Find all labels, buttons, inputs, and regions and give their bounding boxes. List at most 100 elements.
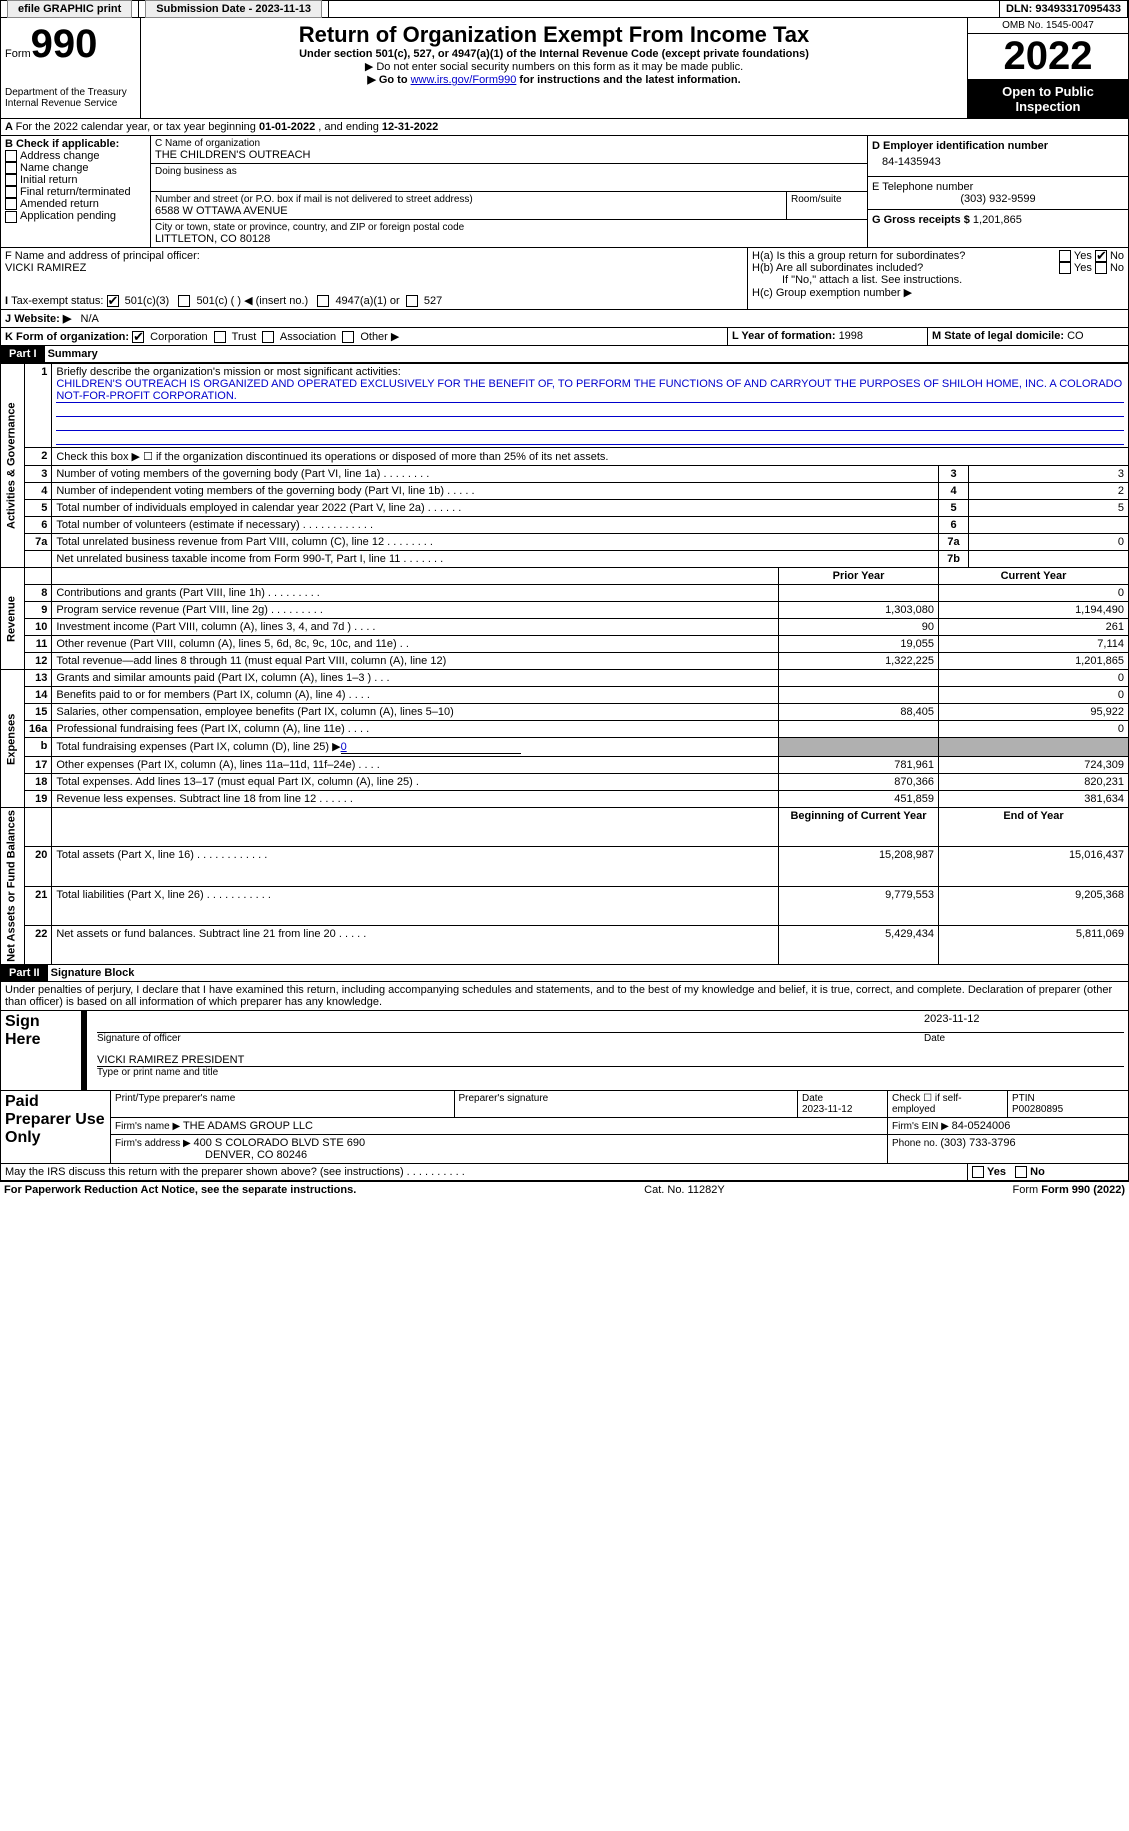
cb-4947[interactable]	[317, 295, 329, 307]
cb-ha-no[interactable]	[1095, 250, 1107, 262]
header-left: Form990 Department of the Treasury Inter…	[1, 18, 141, 118]
cb-501c3[interactable]	[107, 295, 119, 307]
form-title: Return of Organization Exempt From Incom…	[145, 22, 963, 48]
hb-note: If "No," attach a list. See instructions…	[752, 274, 1124, 286]
sig-date: 2023-11-12	[924, 1013, 1124, 1033]
mission-blank2	[56, 417, 1124, 431]
penalty-text: Under penalties of perjury, I declare th…	[0, 982, 1129, 1011]
top-bar: efile GRAPHIC print Submission Date - 20…	[0, 0, 1129, 18]
ssn-warning: ▶ Do not enter social security numbers o…	[145, 60, 963, 73]
firm-addr1: 400 S COLORADO BLVD STE 690	[194, 1137, 366, 1149]
val5: 5	[969, 500, 1129, 517]
cb-address-change[interactable]	[5, 150, 17, 162]
pname-label: Print/Type preparer's name	[111, 1091, 455, 1117]
cb-discuss-yes[interactable]	[972, 1166, 984, 1178]
street-value: 6588 W OTTAWA AVENUE	[155, 205, 782, 217]
cb-name-change[interactable]	[5, 162, 17, 174]
line22: Net assets or fund balances. Subtract li…	[52, 925, 779, 964]
paid-label: Paid Preparer Use Only	[1, 1091, 111, 1163]
opt-assoc: Association	[280, 331, 336, 343]
rowA-end: 12-31-2022	[382, 121, 438, 133]
vert-rev: Revenue	[1, 568, 25, 670]
val20c: 15,016,437	[939, 847, 1129, 886]
ein-value: 84-1435943	[872, 152, 1124, 172]
summary-table: Activities & Governance 1 Briefly descri…	[0, 363, 1129, 965]
officer-label: F Name and address of principal officer:	[5, 250, 743, 262]
line6: Total number of volunteers (estimate if …	[52, 517, 939, 534]
efile-btn[interactable]: efile GRAPHIC print	[7, 0, 132, 18]
form-ref: Form 990 (2022)	[1041, 1184, 1125, 1196]
sig-label: Signature of officer	[97, 1033, 924, 1044]
val22c: 5,811,069	[939, 925, 1129, 964]
cb-527[interactable]	[406, 295, 418, 307]
val13p	[779, 670, 939, 687]
line9: Program service revenue (Part VIII, line…	[52, 602, 779, 619]
mission-text: CHILDREN'S OUTREACH IS ORGANIZED AND OPE…	[56, 378, 1124, 403]
shaded16b-c	[939, 738, 1129, 757]
cb-trust[interactable]	[214, 331, 226, 343]
firm-addr2: DENVER, CO 80246	[115, 1149, 307, 1161]
cb-corp[interactable]	[132, 331, 144, 343]
form-header: Form990 Department of the Treasury Inter…	[0, 18, 1129, 119]
cb-discuss-no[interactable]	[1015, 1166, 1027, 1178]
val12p: 1,322,225	[779, 653, 939, 670]
dba-label: Doing business as	[155, 166, 863, 177]
website-value: N/A	[81, 313, 99, 325]
row-a: A For the 2022 calendar year, or tax yea…	[0, 119, 1129, 136]
val19p: 451,859	[779, 791, 939, 808]
city-label: City or town, state or province, country…	[155, 222, 863, 233]
val7b	[969, 551, 1129, 568]
cb-final-return[interactable]	[5, 186, 17, 198]
efile-label: efile GRAPHIC print	[1, 1, 139, 17]
header-right: OMB No. 1545-0047 2022 Open to Public In…	[968, 18, 1128, 118]
line16b-val: 0	[341, 741, 521, 754]
line7a: Total unrelated business revenue from Pa…	[52, 534, 939, 551]
gross-label: G Gross receipts $	[872, 214, 973, 226]
pdate-label: Date	[802, 1093, 823, 1104]
sub-label: Submission Date -	[156, 3, 255, 15]
val8p	[779, 585, 939, 602]
opt-trust: Trust	[232, 331, 257, 343]
lbl-amended: Amended return	[20, 198, 99, 210]
val20p: 15,208,987	[779, 847, 939, 886]
cb-hb-yes[interactable]	[1059, 262, 1071, 274]
line14: Benefits paid to or for members (Part IX…	[52, 687, 779, 704]
firm-phone: (303) 733-3796	[940, 1137, 1015, 1149]
cb-assoc[interactable]	[262, 331, 274, 343]
cb-ha-yes[interactable]	[1059, 250, 1071, 262]
part1-title: Summary	[48, 348, 98, 360]
firm-ein-label: Firm's EIN ▶	[892, 1121, 952, 1132]
identity-block: B Check if applicable: Address change Na…	[0, 136, 1129, 248]
val19c: 381,634	[939, 791, 1129, 808]
dept-label: Department of the Treasury	[5, 87, 136, 98]
val15c: 95,922	[939, 704, 1129, 721]
line4: Number of independent voting members of …	[52, 483, 939, 500]
cb-initial-return[interactable]	[5, 174, 17, 186]
val18c: 820,231	[939, 774, 1129, 791]
cb-amended[interactable]	[5, 198, 17, 210]
cb-app-pending[interactable]	[5, 211, 17, 223]
goto-link[interactable]: www.irs.gov/Form990	[411, 74, 517, 86]
pra-notice: For Paperwork Reduction Act Notice, see …	[4, 1184, 356, 1196]
submission-cell: Submission Date - 2023-11-13	[139, 1, 329, 17]
cb-501c[interactable]	[178, 295, 190, 307]
val17p: 781,961	[779, 757, 939, 774]
firm-name: THE ADAMS GROUP LLC	[183, 1120, 313, 1132]
val4: 2	[969, 483, 1129, 500]
hc-label: H(c) Group exemption number ▶	[752, 286, 1124, 299]
val10p: 90	[779, 619, 939, 636]
val22p: 5,429,434	[779, 925, 939, 964]
discuss-row: May the IRS discuss this return with the…	[0, 1164, 1129, 1181]
psig-label: Preparer's signature	[455, 1091, 799, 1117]
mission-q: Briefly describe the organization's miss…	[56, 366, 400, 378]
org-name-label: C Name of organization	[155, 138, 863, 149]
cb-other[interactable]	[342, 331, 354, 343]
lbl-app-pending: Application pending	[20, 210, 116, 222]
phone-value: (303) 932-9599	[872, 193, 1124, 205]
ptin-val: P00280895	[1012, 1104, 1063, 1115]
shaded16b-p	[779, 738, 939, 757]
cb-hb-no[interactable]	[1095, 262, 1107, 274]
goto-pre: ▶ Go to	[367, 74, 410, 86]
sign-here-label: Sign Here	[1, 1011, 81, 1090]
city-value: LITTLETON, CO 80128	[155, 233, 863, 245]
